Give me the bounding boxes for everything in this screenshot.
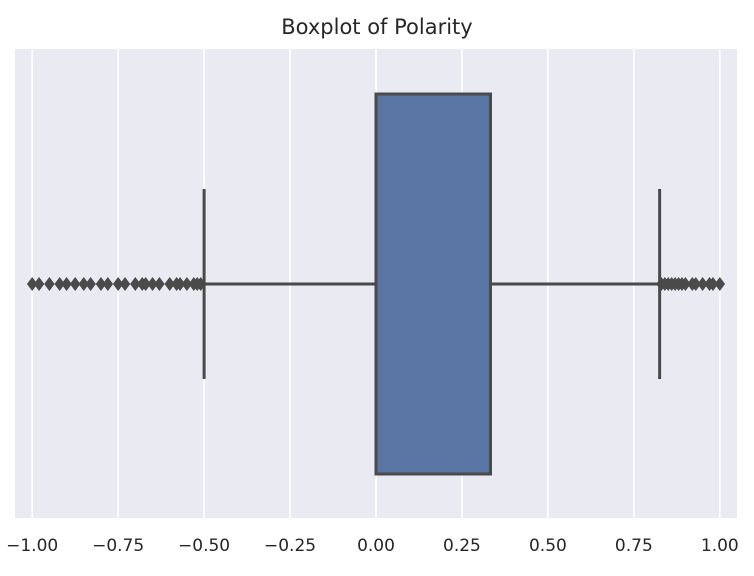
outlier-point-1 [33, 277, 45, 291]
x-tick-label-6: 0.50 [529, 536, 567, 556]
chart-title: Boxplot of Polarity [281, 15, 472, 39]
outlier-point-33 [690, 277, 701, 291]
outlier-point-14 [140, 277, 151, 291]
outlier-point-11 [119, 277, 131, 291]
outlier-point-37 [714, 277, 726, 291]
outlier-point-3 [54, 277, 65, 291]
outlier-point-36 [707, 277, 719, 291]
outlier-point-7 [85, 277, 96, 291]
outlier-point-8 [95, 277, 107, 291]
outlier-point-2 [44, 277, 55, 291]
outlier-point-17 [164, 277, 175, 291]
x-tick-label-3: −0.25 [264, 536, 316, 556]
x-tick-label-0: −1.00 [6, 536, 58, 556]
x-tick-label-8: 1.00 [701, 536, 739, 556]
x-tick-label-5: 0.25 [443, 536, 481, 556]
outlier-point-0 [26, 277, 38, 291]
outlier-point-9 [102, 277, 114, 291]
outlier-point-34 [697, 277, 708, 291]
x-axis-ticks: −1.00 −0.75 −0.50 −0.25 0.00 0.25 0.50 0.75 1.00 [6, 536, 739, 556]
outlier-point-5 [69, 277, 81, 291]
outlier-point-19 [174, 277, 186, 291]
outlier-point-6 [78, 277, 90, 291]
boxplot [202, 92, 662, 476]
outlier-point-16 [154, 277, 165, 291]
x-tick-label-2: −0.50 [178, 536, 230, 556]
x-tick-label-1: −0.75 [92, 536, 144, 556]
x-tick-label-7: 0.75 [615, 536, 653, 556]
outlier-markers [26, 277, 726, 291]
outlier-point-31 [680, 277, 691, 291]
iqr-box [374, 92, 492, 476]
outlier-point-20 [181, 277, 193, 291]
outlier-point-4 [61, 277, 72, 291]
outlier-point-15 [147, 277, 158, 291]
outlier-point-12 [130, 277, 141, 291]
x-tick-label-4: 0.00 [357, 536, 395, 556]
outlier-point-10 [112, 277, 124, 291]
